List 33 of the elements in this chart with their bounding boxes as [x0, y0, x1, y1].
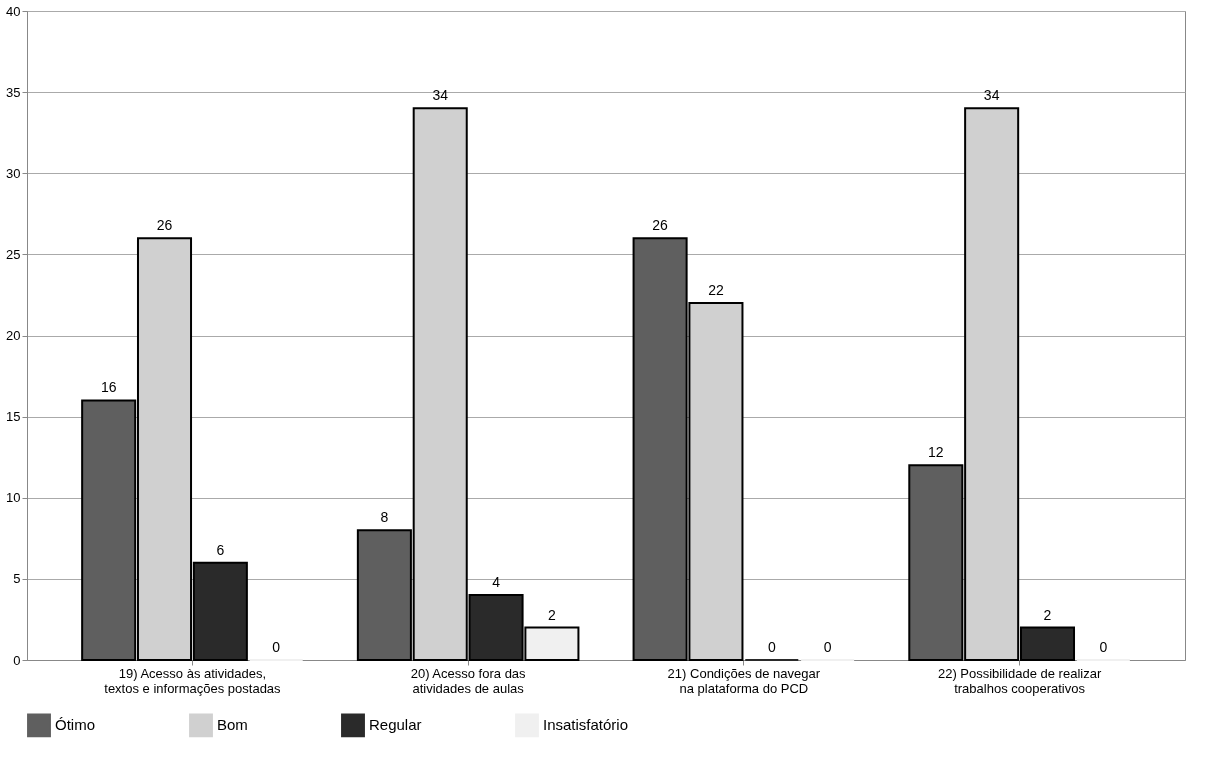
legend-label: Regular: [369, 716, 422, 734]
data-label: 0: [767, 639, 776, 655]
x-tick-label: 22) Possibilidade de realizar trabalhos cooperativos: [937, 665, 1102, 696]
y-tick-label: 40: [6, 3, 21, 19]
data-label: 0: [823, 639, 832, 655]
data-label: 22: [708, 282, 724, 299]
y-tick-label: 25: [6, 246, 21, 262]
y-tick-label: 35: [6, 84, 21, 100]
x-tick-label: 19) Acesso às atividades, textos e informações postadas: [104, 665, 282, 696]
data-label: 34: [432, 87, 449, 104]
y-tick-label: 10: [6, 490, 21, 506]
legend-label: Bom: [217, 716, 248, 734]
data-label: 2: [1043, 606, 1052, 623]
y-tick-label: 5: [13, 571, 21, 587]
data-label: 16: [100, 379, 117, 396]
data-label: 26: [156, 217, 173, 234]
y-tick-label: 30: [6, 165, 21, 181]
data-label: 26: [652, 217, 669, 234]
data-label: 0: [1099, 639, 1108, 655]
data-label: 12: [928, 444, 944, 461]
x-tick-label: 20) Acesso fora das atividades de aulas: [410, 665, 527, 696]
data-label: 6: [216, 541, 225, 558]
data-label: 4: [492, 574, 501, 591]
data-label: 2: [548, 606, 557, 623]
legend-label: Insatisfatório: [543, 716, 629, 734]
data-label: 0: [272, 639, 281, 655]
data-label: 8: [380, 509, 389, 526]
x-tick-label: 21) Condições de navegar na plataforma do PCD: [667, 665, 821, 696]
y-tick-label: 20: [6, 328, 21, 343]
legend-label: Ótimo: [55, 716, 96, 734]
y-tick-label: 0: [13, 652, 21, 668]
data-label: 34: [983, 87, 1000, 104]
y-tick-label: 15: [6, 409, 21, 425]
